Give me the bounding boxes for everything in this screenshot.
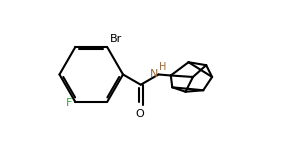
Text: O: O: [135, 109, 144, 119]
Text: N: N: [150, 69, 158, 79]
Text: H: H: [159, 62, 166, 72]
Text: Br: Br: [110, 34, 122, 44]
Text: F: F: [66, 98, 72, 108]
